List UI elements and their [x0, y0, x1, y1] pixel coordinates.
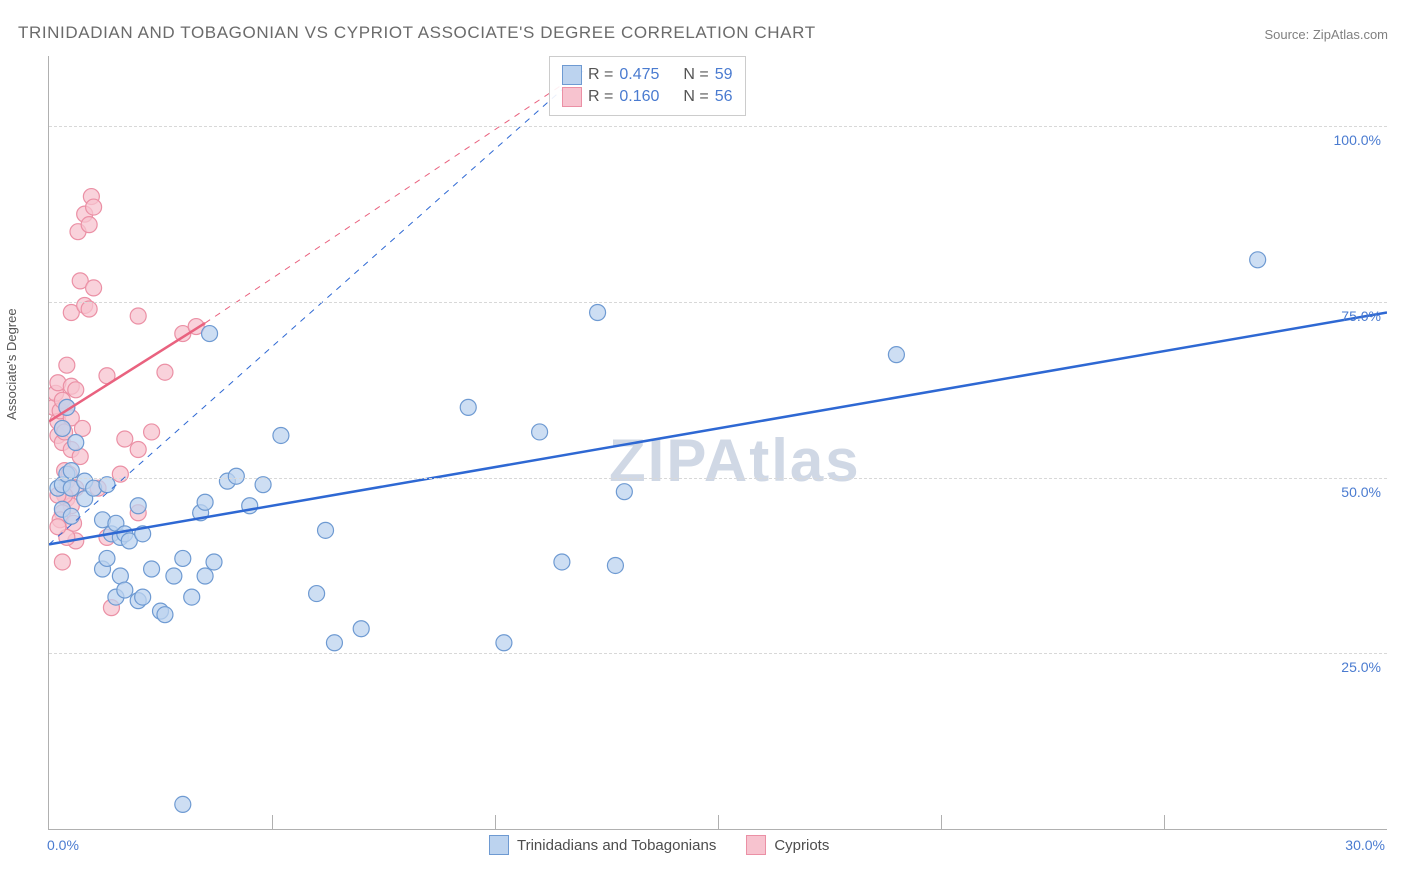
trend-line	[49, 323, 205, 421]
scatter-point-blue	[616, 484, 632, 500]
scatter-point-pink	[86, 280, 102, 296]
stats-legend: R = 0.475 N = 59 R = 0.160 N = 56	[549, 56, 746, 116]
legend-label: Trinidadians and Tobagonians	[517, 837, 716, 854]
chart-title: TRINIDADIAN AND TOBAGONIAN VS CYPRIOT AS…	[18, 23, 816, 43]
plot-area: ZIPAtlas R = 0.475 N = 59 R = 0.160 N = …	[48, 56, 1387, 830]
scatter-point-blue	[175, 550, 191, 566]
scatter-point-pink	[130, 442, 146, 458]
scatter-point-blue	[135, 589, 151, 605]
x-tick-label: 30.0%	[1345, 837, 1385, 853]
scatter-point-blue	[63, 463, 79, 479]
scatter-point-blue	[202, 326, 218, 342]
y-tick-label: 100.0%	[1334, 132, 1381, 148]
scatter-point-blue	[228, 468, 244, 484]
swatch-pink-icon	[746, 835, 766, 855]
x-minor-tick	[941, 815, 942, 829]
chart-container: TRINIDADIAN AND TOBAGONIAN VS CYPRIOT AS…	[0, 0, 1406, 892]
scatter-point-blue	[197, 494, 213, 510]
stat-n-value: 59	[715, 66, 733, 84]
scatter-point-blue	[117, 582, 133, 598]
plot-svg	[49, 56, 1387, 829]
scatter-point-blue	[309, 586, 325, 602]
scatter-point-blue	[590, 304, 606, 320]
stat-n-label: N =	[683, 88, 708, 106]
stats-legend-row: R = 0.160 N = 56	[562, 87, 733, 107]
scatter-point-blue	[318, 522, 334, 538]
scatter-point-pink	[50, 519, 66, 535]
scatter-point-pink	[157, 364, 173, 380]
scatter-point-blue	[54, 420, 70, 436]
scatter-point-blue	[888, 347, 904, 363]
x-minor-tick	[1164, 815, 1165, 829]
stat-r-label: R =	[588, 66, 613, 84]
swatch-blue	[562, 65, 582, 85]
scatter-point-blue	[353, 621, 369, 637]
scatter-point-pink	[112, 466, 128, 482]
scatter-point-blue	[532, 424, 548, 440]
x-minor-tick	[272, 815, 273, 829]
stat-n-value: 56	[715, 88, 733, 106]
x-tick-label: 0.0%	[47, 837, 79, 853]
scatter-point-pink	[81, 217, 97, 233]
legend-item-pink: Cypriots	[746, 835, 829, 855]
y-axis-label: Associate's Degree	[4, 308, 19, 420]
stat-r-value: 0.160	[619, 88, 659, 106]
stat-n-label: N =	[683, 66, 708, 84]
scatter-point-blue	[1250, 252, 1266, 268]
x-minor-tick	[495, 815, 496, 829]
scatter-point-blue	[273, 427, 289, 443]
scatter-point-blue	[496, 635, 512, 651]
scatter-point-pink	[144, 424, 160, 440]
gridline	[49, 653, 1387, 654]
trend-line	[205, 70, 584, 323]
scatter-point-blue	[554, 554, 570, 570]
scatter-point-blue	[460, 399, 476, 415]
trend-line	[49, 70, 584, 544]
scatter-point-blue	[184, 589, 200, 605]
gridline	[49, 126, 1387, 127]
swatch-pink	[562, 87, 582, 107]
y-tick-label: 50.0%	[1341, 484, 1381, 500]
stat-r-value: 0.475	[619, 66, 659, 84]
scatter-point-blue	[326, 635, 342, 651]
y-tick-label: 25.0%	[1341, 659, 1381, 675]
stats-legend-row: R = 0.475 N = 59	[562, 65, 733, 85]
scatter-point-blue	[197, 568, 213, 584]
scatter-point-blue	[175, 796, 191, 812]
legend-item-blue: Trinidadians and Tobagonians	[489, 835, 716, 855]
source-label: Source: ZipAtlas.com	[1264, 27, 1388, 42]
scatter-point-blue	[144, 561, 160, 577]
scatter-point-blue	[130, 498, 146, 514]
scatter-point-blue	[206, 554, 222, 570]
scatter-point-pink	[81, 301, 97, 317]
scatter-point-pink	[68, 382, 84, 398]
gridline	[49, 302, 1387, 303]
scatter-point-blue	[99, 550, 115, 566]
scatter-point-blue	[68, 435, 84, 451]
legend-label: Cypriots	[774, 837, 829, 854]
x-minor-tick	[718, 815, 719, 829]
trend-line	[49, 312, 1387, 544]
gridline	[49, 478, 1387, 479]
scatter-point-blue	[607, 557, 623, 573]
scatter-point-blue	[157, 607, 173, 623]
swatch-blue-icon	[489, 835, 509, 855]
scatter-point-pink	[59, 357, 75, 373]
scatter-point-blue	[63, 508, 79, 524]
scatter-point-blue	[255, 477, 271, 493]
scatter-point-pink	[130, 308, 146, 324]
y-tick-label: 75.0%	[1341, 308, 1381, 324]
scatter-point-pink	[54, 554, 70, 570]
scatter-point-blue	[166, 568, 182, 584]
scatter-point-pink	[117, 431, 133, 447]
scatter-point-blue	[99, 477, 115, 493]
bottom-legend: Trinidadians and Tobagonians Cypriots	[489, 835, 829, 855]
scatter-point-pink	[86, 199, 102, 215]
stat-r-label: R =	[588, 88, 613, 106]
